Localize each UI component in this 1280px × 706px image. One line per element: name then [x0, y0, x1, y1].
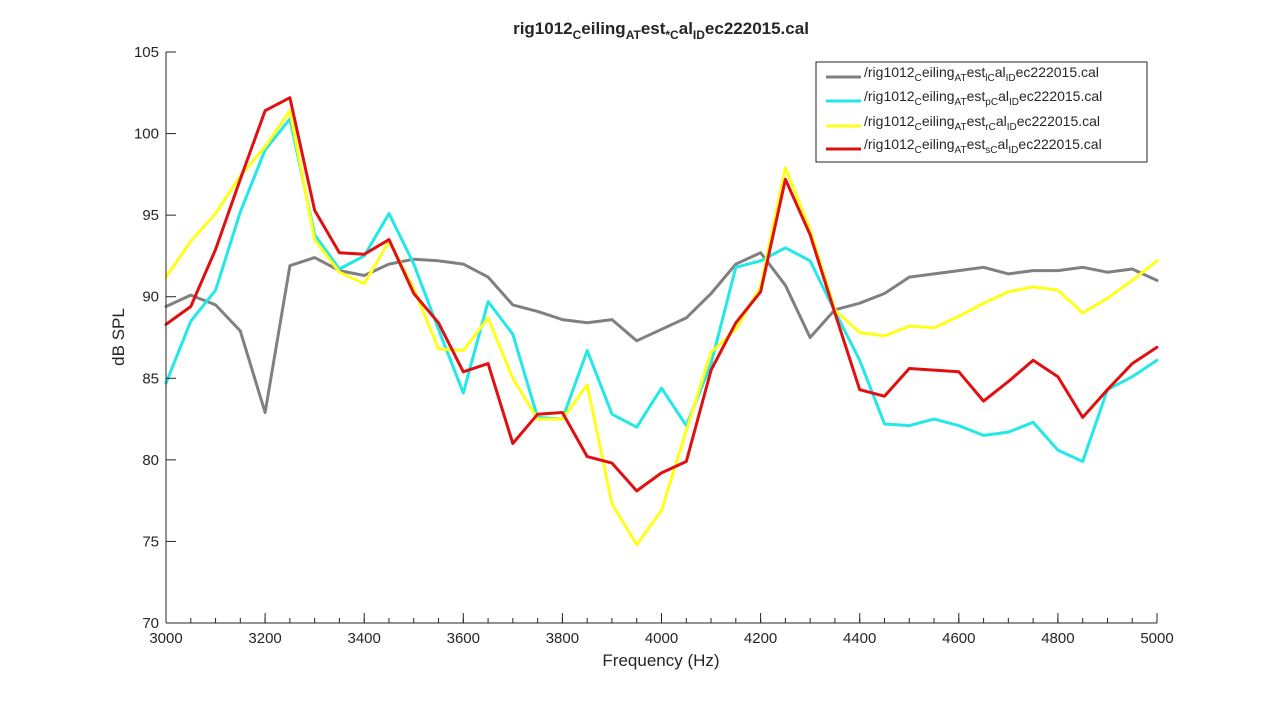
- y-tick-label: 100: [134, 126, 159, 143]
- y-tick-label: 75: [142, 533, 159, 550]
- x-tick-label: 5000: [1140, 630, 1173, 647]
- series-line: [164, 109, 1159, 547]
- x-tick-label: 4000: [645, 630, 678, 647]
- y-tick-label: 80: [142, 452, 159, 469]
- series-line: [164, 117, 1159, 463]
- x-tick-label: 3000: [149, 630, 182, 647]
- x-tick-label: 4400: [843, 630, 876, 647]
- legend: /rig1012CeilingATestlCalIDec222015.cal /…: [815, 61, 1148, 163]
- legend-label: /rig1012CeilingATestlCalIDec222015.cal: [864, 64, 1099, 84]
- series-line: [164, 96, 1159, 493]
- x-tick-label: 3200: [248, 630, 281, 647]
- x-tick-label: 4800: [1041, 630, 1074, 647]
- series-lines: [164, 96, 1159, 547]
- legend-entry: /rig1012CeilingATestlCalIDec222015.cal: [826, 64, 1099, 84]
- legend-entry: /rig1012CeilingATestpCalIDec222015.cal: [826, 88, 1102, 108]
- x-axis-label: Frequency (Hz): [602, 651, 719, 670]
- y-axis-label: dB SPL: [109, 308, 128, 366]
- axes: 3000 3200 3400 3600 3800 4000 4200 4400 4600 4800…: [134, 44, 1174, 647]
- y-tick-label: 85: [142, 370, 159, 387]
- legend-label: /rig1012CeilingATestrCalIDec222015.cal: [864, 113, 1100, 133]
- x-tick-label: 3800: [546, 630, 579, 647]
- y-tick-label: 70: [142, 615, 159, 632]
- legend-box: [815, 61, 1148, 163]
- x-tick-label: 3600: [447, 630, 480, 647]
- chart-title: rig1012CeilingATest*CalIDec222015.cal: [513, 19, 809, 42]
- y-tick-label: 90: [142, 289, 159, 306]
- legend-entry: /rig1012CeilingATestsCalIDec222015.cal: [826, 136, 1102, 156]
- x-tick-label: 4600: [942, 630, 975, 647]
- y-tick-label: 105: [134, 44, 159, 61]
- legend-label: /rig1012CeilingATestsCalIDec222015.cal: [864, 136, 1102, 156]
- legend-entry: /rig1012CeilingATestrCalIDec222015.cal: [826, 113, 1100, 133]
- series-line: [164, 251, 1159, 414]
- x-tick-label: 4200: [744, 630, 777, 647]
- y-tick-label: 95: [142, 207, 159, 224]
- legend-label: /rig1012CeilingATestpCalIDec222015.cal: [864, 88, 1102, 108]
- x-tick-label: 3400: [348, 630, 381, 647]
